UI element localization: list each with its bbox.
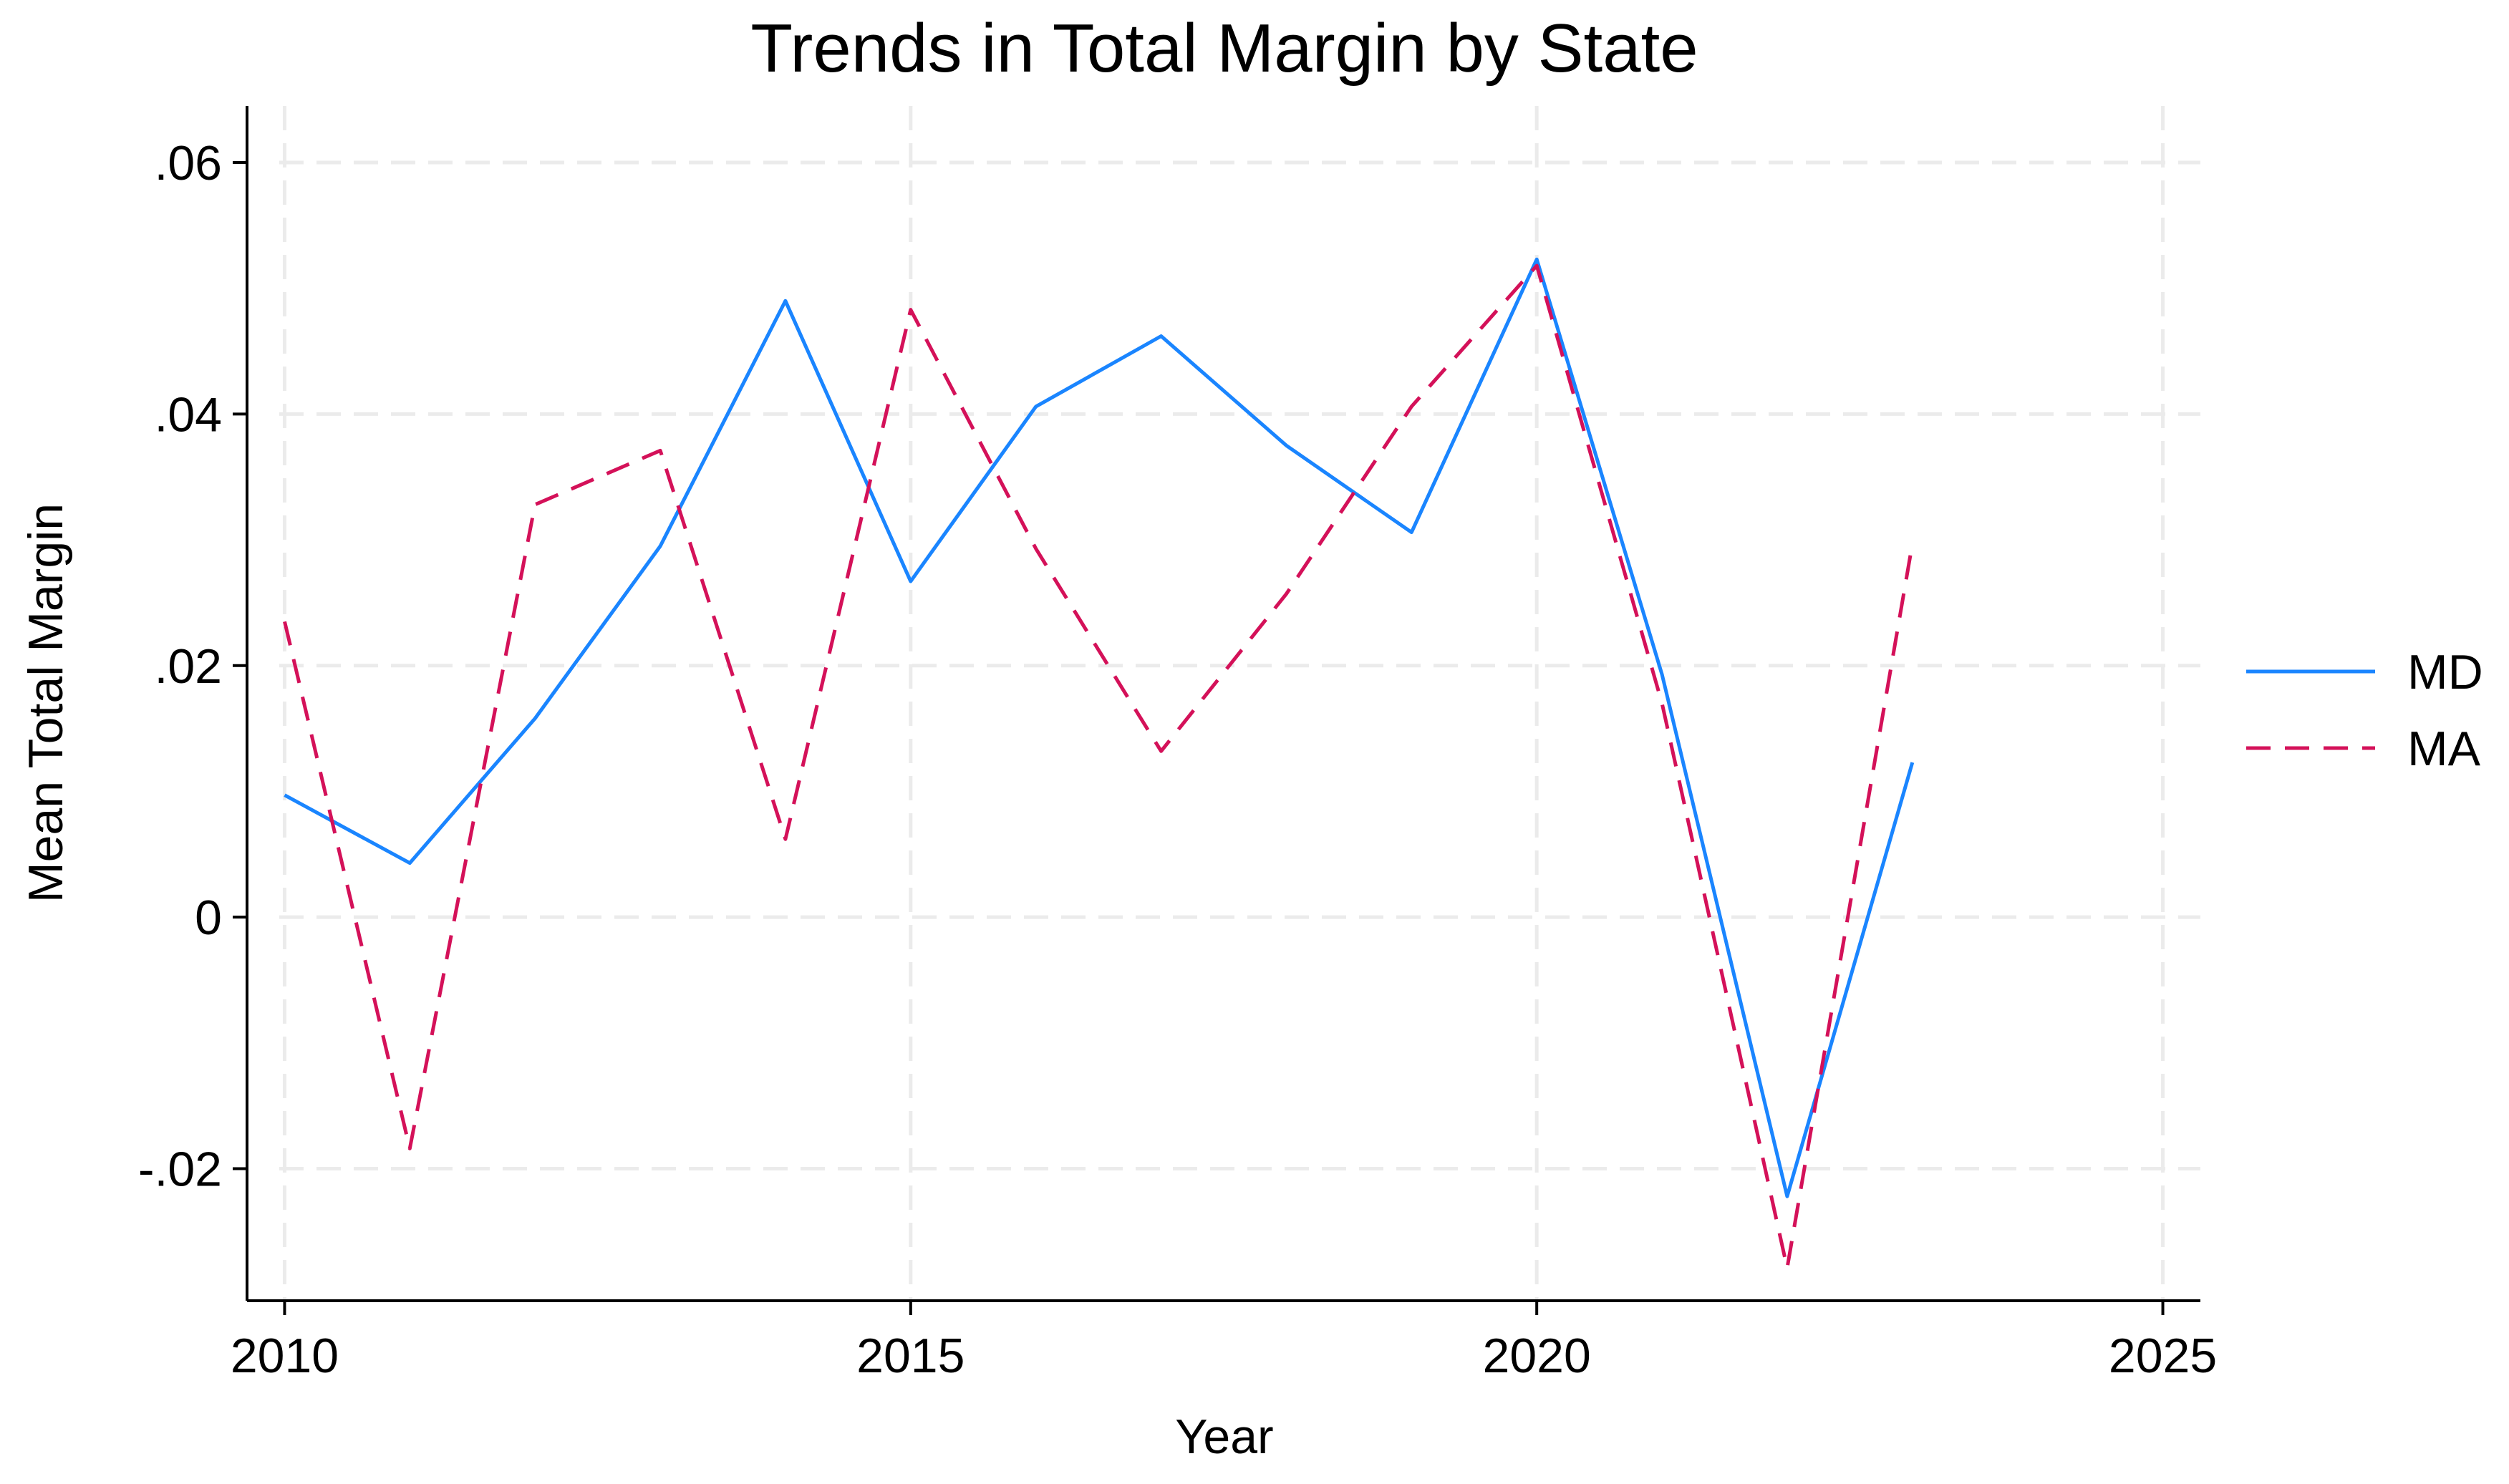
ticks-layer: -.02 0 .02 .04 .06 2010 2015 2020 2025 <box>138 136 2217 1383</box>
y-tick-label: -.02 <box>138 1143 222 1197</box>
y-tick-label: .02 <box>154 639 222 694</box>
legend-label-md: MD <box>2407 645 2483 699</box>
axes-layer <box>246 106 2200 1302</box>
y-axis-label: Mean Total Margin <box>19 503 73 903</box>
series-layer <box>283 257 1915 1270</box>
x-tick-label: 2010 <box>231 1329 339 1383</box>
y-tick-label: .04 <box>154 387 222 442</box>
x-tick-label: 2020 <box>1483 1329 1591 1383</box>
grid-layer <box>279 106 2200 1301</box>
series-line-ma <box>283 263 1915 1270</box>
series-line-md <box>284 257 1915 1198</box>
x-axis-label: Year <box>1175 1410 1273 1464</box>
legend-label-ma: MA <box>2407 722 2481 776</box>
y-tick-label: 0 <box>195 891 222 945</box>
y-tick-label: .06 <box>154 136 222 190</box>
x-tick-label: 2015 <box>856 1329 965 1383</box>
legend: MD MA <box>2246 645 2483 776</box>
x-tick-label: 2025 <box>2109 1329 2217 1383</box>
chart-title: Trends in Total Margin by State <box>750 10 1698 87</box>
